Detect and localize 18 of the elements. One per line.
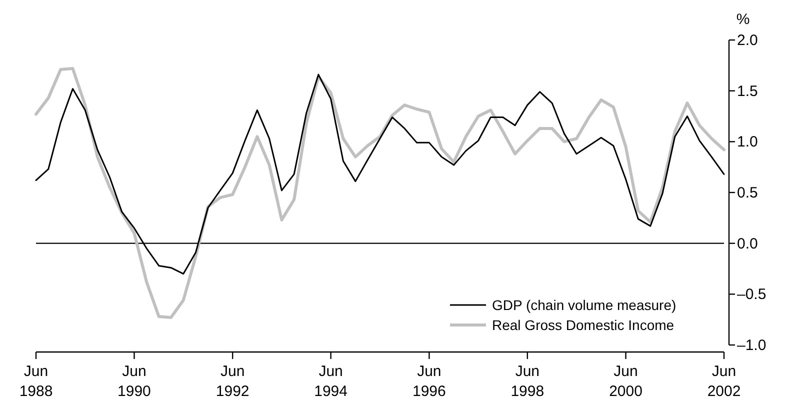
y-tick-label: 2.0 — [737, 32, 758, 49]
x-tick-label: Jun 1988 — [19, 363, 53, 400]
y-axis-title: % — [736, 11, 750, 28]
x-tick-label: Jun 1998 — [510, 363, 544, 400]
x-tick-label: Jun 1994 — [314, 363, 348, 400]
legend-label: GDP (chain volume measure) — [492, 297, 676, 313]
y-tick-label: –1.0 — [737, 337, 766, 354]
y-tick-label: 1.0 — [737, 134, 758, 151]
x-tick-label: Jun 1990 — [118, 363, 151, 400]
x-tick-label: Jun 1996 — [412, 363, 446, 400]
y-tick-label: 0.0 — [737, 235, 758, 252]
y-tick-label: 1.5 — [737, 82, 758, 100]
y-tick-label: –0.5 — [737, 286, 766, 304]
legend-label: Real Gross Domestic Income — [492, 317, 674, 333]
x-tick-label: Jun 1992 — [216, 363, 250, 400]
x-tick-label: Jun 2002 — [707, 363, 741, 400]
x-tick-label: Jun 2000 — [609, 363, 642, 400]
y-tick-label: 0.5 — [737, 184, 758, 202]
